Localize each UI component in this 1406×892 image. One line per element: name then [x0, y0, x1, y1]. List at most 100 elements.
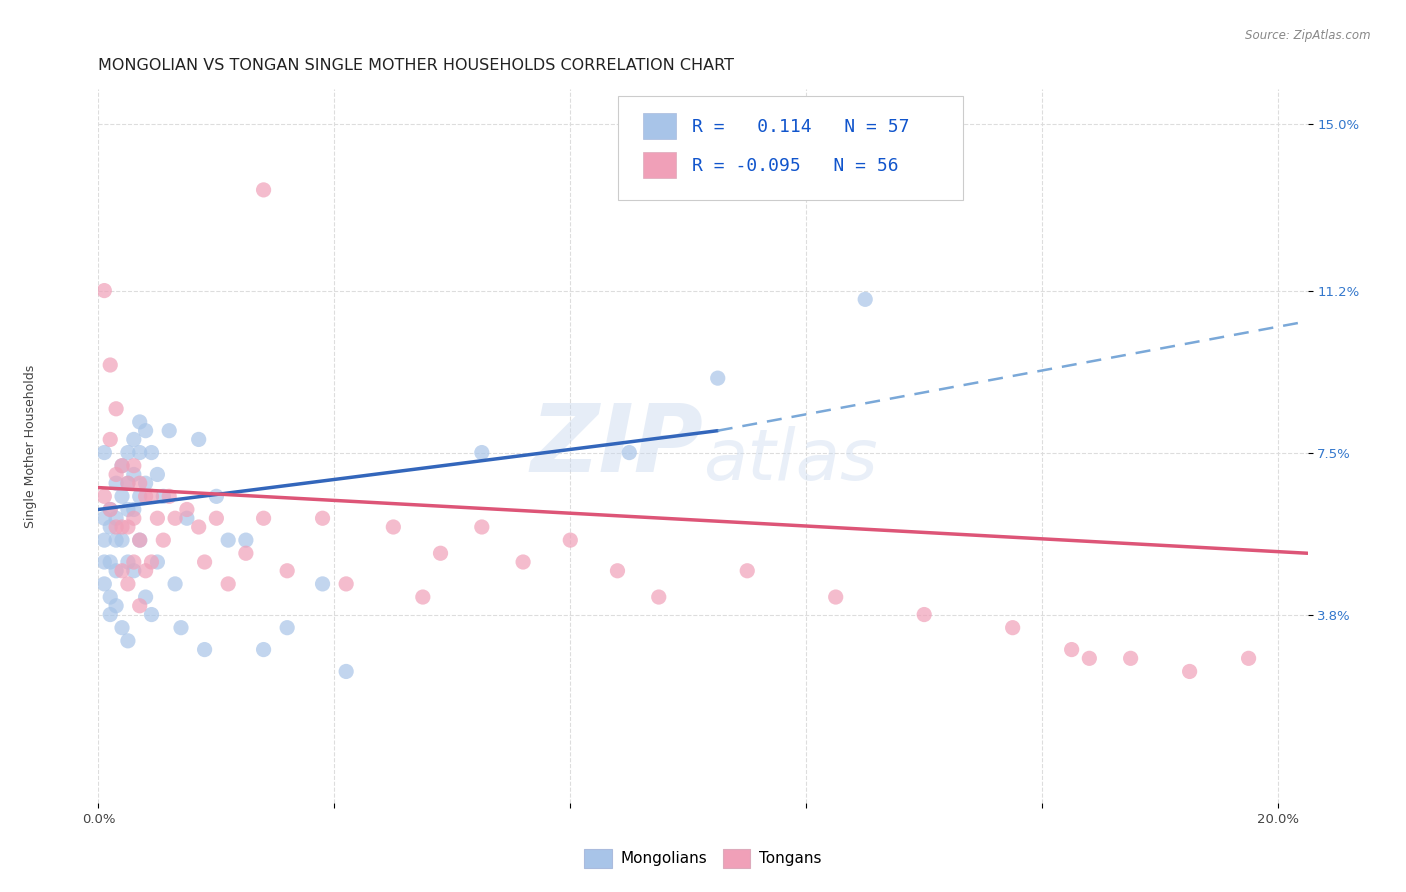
Point — [98, 607, 121, 622]
Point — [706, 371, 728, 385]
Point — [146, 467, 169, 482]
Point — [429, 546, 451, 560]
Point — [311, 577, 333, 591]
Point — [98, 555, 121, 569]
Text: Single Mother Households: Single Mother Households — [24, 364, 38, 528]
Point — [276, 564, 298, 578]
Text: R =   0.114   N = 57: R = 0.114 N = 57 — [692, 118, 910, 136]
Point — [122, 564, 145, 578]
Text: R = -0.095   N = 56: R = -0.095 N = 56 — [692, 157, 898, 175]
Point — [122, 433, 145, 447]
Point — [117, 502, 139, 516]
Point — [128, 476, 150, 491]
Point — [176, 511, 198, 525]
Point — [412, 590, 434, 604]
Point — [117, 476, 139, 491]
Point — [1001, 621, 1024, 635]
Point — [128, 489, 150, 503]
Point — [194, 555, 217, 569]
Point — [335, 665, 357, 679]
Point — [93, 511, 115, 525]
Point — [205, 511, 228, 525]
Point — [252, 183, 274, 197]
Point — [252, 642, 274, 657]
Point — [276, 621, 298, 635]
Point — [122, 467, 145, 482]
Point — [135, 590, 157, 604]
Text: Source: ZipAtlas.com: Source: ZipAtlas.com — [1246, 29, 1371, 42]
Point — [98, 502, 121, 516]
Point — [471, 520, 494, 534]
Point — [117, 445, 139, 459]
Point — [128, 533, 150, 548]
Point — [135, 476, 157, 491]
Point — [111, 564, 134, 578]
Point — [1178, 665, 1201, 679]
Point — [111, 533, 134, 548]
Point — [1060, 642, 1083, 657]
Point — [235, 546, 257, 560]
Point — [735, 564, 758, 578]
Point — [141, 555, 163, 569]
Point — [176, 502, 198, 516]
Point — [122, 555, 145, 569]
Point — [165, 511, 187, 525]
Point — [152, 533, 174, 548]
Point — [194, 642, 217, 657]
Point — [93, 489, 115, 503]
Point — [105, 401, 128, 416]
Point — [111, 458, 134, 473]
Point — [217, 577, 239, 591]
Point — [135, 424, 157, 438]
Point — [152, 489, 174, 503]
Point — [912, 607, 935, 622]
Text: MONGOLIAN VS TONGAN SINGLE MOTHER HOUSEHOLDS CORRELATION CHART: MONGOLIAN VS TONGAN SINGLE MOTHER HOUSEH… — [98, 58, 734, 73]
Point — [93, 284, 115, 298]
Point — [1078, 651, 1101, 665]
Point — [98, 502, 121, 516]
Point — [98, 358, 121, 372]
Point — [128, 415, 150, 429]
Text: atlas: atlas — [703, 425, 877, 495]
Point — [165, 577, 187, 591]
Point — [128, 599, 150, 613]
Point — [853, 293, 876, 307]
Point — [157, 489, 180, 503]
Point — [335, 577, 357, 591]
Point — [93, 533, 115, 548]
Point — [105, 599, 128, 613]
Text: ZIP: ZIP — [530, 400, 703, 492]
FancyBboxPatch shape — [643, 113, 676, 139]
Point — [128, 445, 150, 459]
Point — [217, 533, 239, 548]
Point — [117, 476, 139, 491]
Point — [187, 520, 209, 534]
Point — [98, 433, 121, 447]
Point — [141, 489, 163, 503]
Point — [105, 467, 128, 482]
Point — [93, 577, 115, 591]
Point — [117, 577, 139, 591]
Point — [111, 520, 134, 534]
Point — [1237, 651, 1260, 665]
Point — [141, 445, 163, 459]
Point — [122, 502, 145, 516]
Point — [235, 533, 257, 548]
Point — [135, 489, 157, 503]
Point — [105, 520, 128, 534]
Point — [205, 489, 228, 503]
Point — [98, 590, 121, 604]
Point — [105, 533, 128, 548]
Point — [824, 590, 846, 604]
Point — [117, 633, 139, 648]
Point — [93, 445, 115, 459]
Point — [117, 520, 139, 534]
Point — [141, 607, 163, 622]
Point — [170, 621, 193, 635]
Point — [560, 533, 582, 548]
Point — [93, 555, 115, 569]
Point — [128, 533, 150, 548]
Point — [122, 458, 145, 473]
FancyBboxPatch shape — [619, 96, 963, 200]
Point — [111, 489, 134, 503]
